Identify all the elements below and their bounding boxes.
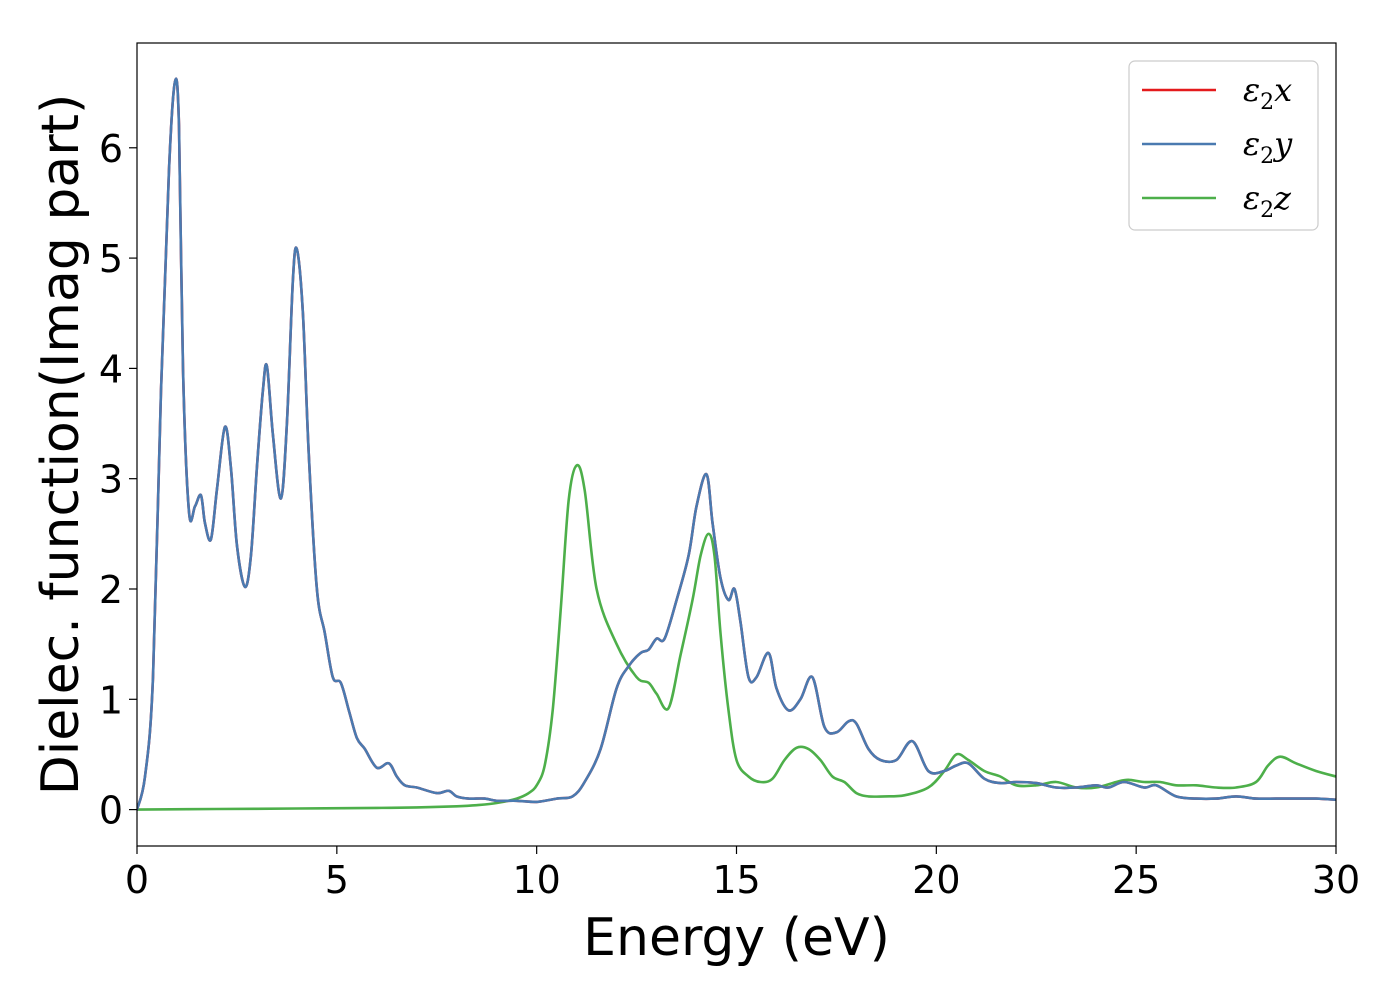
y-tick-label: 4 bbox=[99, 347, 123, 391]
y-tick-label: 3 bbox=[99, 458, 123, 502]
x-tick-label: 30 bbox=[1312, 858, 1360, 902]
x-tick-label: 5 bbox=[325, 858, 349, 902]
x-tick-label: 15 bbox=[712, 858, 760, 902]
y-tick-label: 2 bbox=[99, 568, 123, 612]
y-tick-label: 5 bbox=[99, 237, 123, 281]
x-tick-label: 0 bbox=[125, 858, 149, 902]
series-line-z bbox=[137, 463, 1336, 811]
y-tick-label: 0 bbox=[99, 789, 123, 833]
x-axis-title: Energy (eV) bbox=[583, 908, 890, 968]
x-tick-label: 20 bbox=[912, 858, 960, 902]
y-axis-ticks: 0 1 2 3 4 5 6 bbox=[99, 127, 137, 833]
legend: ε2x ε2y ε2z bbox=[1128, 60, 1319, 231]
legend-label-z: ε2z bbox=[1243, 179, 1292, 223]
y-axis-title: Dielec. function(Imag part) bbox=[31, 94, 91, 796]
x-tick-label: 10 bbox=[512, 858, 560, 902]
y-tick-label: 1 bbox=[99, 678, 123, 722]
legend-label-x: ε2x bbox=[1243, 71, 1292, 115]
legend-label-y: ε2y bbox=[1243, 125, 1293, 169]
x-tick-label: 25 bbox=[1112, 858, 1160, 902]
plot-content bbox=[137, 77, 1336, 811]
y-tick-label: 6 bbox=[99, 127, 123, 171]
series-line-y bbox=[137, 77, 1336, 811]
legend-box bbox=[1128, 60, 1319, 231]
x-axis-ticks: 0 5 10 15 20 25 30 bbox=[125, 846, 1360, 902]
